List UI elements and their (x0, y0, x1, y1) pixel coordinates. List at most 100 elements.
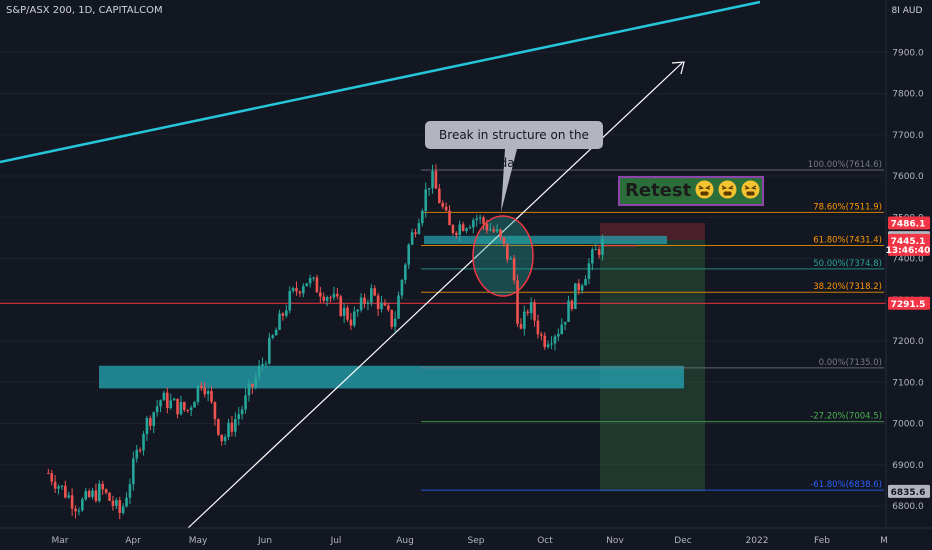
candle-body (461, 224, 465, 231)
fib-level-label: 100.00%(7614.6) (808, 160, 882, 170)
fib-level-label: 0.00%(7135.0) (819, 358, 882, 368)
candle-body (186, 409, 190, 411)
candle-body (587, 263, 591, 280)
candle-body (264, 363, 268, 365)
candle-body (516, 280, 519, 324)
candle-body (142, 434, 145, 451)
candle-body (118, 500, 122, 513)
candle-body (376, 295, 380, 310)
fib-level-label: 61.80%(7431.4) (813, 236, 882, 246)
candle-body (404, 264, 407, 281)
candle-body (563, 321, 567, 325)
price-tick-label: 7700.0 (892, 131, 924, 141)
candle-body (329, 297, 332, 299)
candle-body (87, 491, 91, 497)
candle-body (138, 449, 142, 451)
time-tick-label: Dec (674, 536, 691, 546)
candle-body (529, 302, 533, 314)
candle-body (101, 483, 105, 490)
candlesticks (47, 164, 604, 520)
candle-body (526, 311, 530, 314)
price-tick-label: 7800.0 (892, 90, 924, 100)
candle-body (288, 290, 292, 311)
break-ellipse (472, 215, 534, 297)
candle-body (74, 508, 77, 512)
candle-body (50, 473, 54, 482)
candle-body (393, 318, 397, 327)
price-tick-label: 7000.0 (892, 420, 924, 430)
candle-body (217, 419, 220, 435)
candle-body (540, 334, 543, 336)
candle-body (512, 258, 516, 281)
candle-body (502, 237, 506, 244)
price-tag (888, 296, 930, 310)
candle-body (553, 336, 557, 344)
time-tick-label: May (189, 536, 208, 546)
candle-body (240, 409, 244, 415)
price-axis-bg (886, 0, 932, 550)
candle-body (400, 280, 404, 296)
currency-label[interactable]: 8I AUD (891, 6, 923, 16)
candle-body (536, 320, 540, 335)
callout-break-structure[interactable]: Break in structure on the daily (425, 121, 603, 170)
retest-label[interactable]: Retest (618, 176, 764, 206)
candle-body (519, 323, 523, 329)
price-axis[interactable]: 6800.06900.07000.07100.07200.07300.07400… (885, 0, 932, 550)
candle-body (359, 297, 363, 310)
candle-body (570, 300, 574, 309)
candle-body (213, 402, 217, 420)
time-tick-label: Oct (537, 536, 553, 546)
candle-body (472, 220, 475, 228)
time-axis[interactable]: Mar Apr May Jun Jul Aug Sep Oct Nov Dec 2022 Feb M (0, 527, 932, 546)
candle-body (421, 210, 424, 224)
candle-body (189, 407, 193, 411)
candle-body (210, 391, 213, 403)
candle-body (397, 295, 400, 319)
candle-body (492, 229, 496, 232)
candle-body (281, 313, 285, 316)
candle-body (468, 227, 472, 229)
price-tick-label: 6900.0 (892, 461, 924, 471)
candle-body (98, 483, 101, 501)
candle-body (285, 310, 288, 316)
candle-body (584, 279, 587, 286)
price-tag-label: 7291.5 (891, 300, 926, 310)
candle-body (206, 391, 210, 395)
candle-body (451, 225, 455, 233)
candle-body (533, 302, 536, 321)
candle-body (390, 309, 394, 327)
time-tick-label: Jul (330, 536, 342, 546)
candle-body (230, 422, 234, 432)
candle-body (458, 224, 462, 235)
time-tick-label: Sep (468, 536, 485, 546)
candle-body (366, 302, 370, 304)
candle-body (339, 296, 343, 316)
candle-body (84, 491, 88, 500)
candle-body (482, 217, 485, 224)
time-tick-label: Apr (125, 536, 141, 546)
candle-body (601, 239, 604, 255)
candle-body (485, 223, 489, 231)
candle-body (125, 497, 128, 507)
candle-body (543, 335, 547, 348)
tired-face-glyph (741, 180, 760, 198)
candle-body (111, 500, 115, 506)
time-tick-label: Jun (257, 536, 272, 546)
candle-body (370, 288, 373, 303)
candle-body (53, 481, 57, 489)
candle-body (162, 392, 166, 401)
candle-body (441, 203, 445, 207)
candle-body (104, 489, 108, 493)
candle-body (244, 395, 247, 410)
candle-body (594, 249, 598, 251)
candle-body (319, 292, 322, 297)
candle-body (200, 385, 203, 388)
candle-body (332, 293, 336, 298)
candle-body (417, 223, 421, 234)
fib-retracement[interactable]: 100.00%(7614.6) 78.60%(7511.9) 61.80%(7431… (421, 160, 884, 491)
candle-body (302, 286, 305, 294)
candle-body (550, 343, 553, 345)
candle-body (509, 258, 513, 260)
position-target-zone (600, 239, 705, 492)
